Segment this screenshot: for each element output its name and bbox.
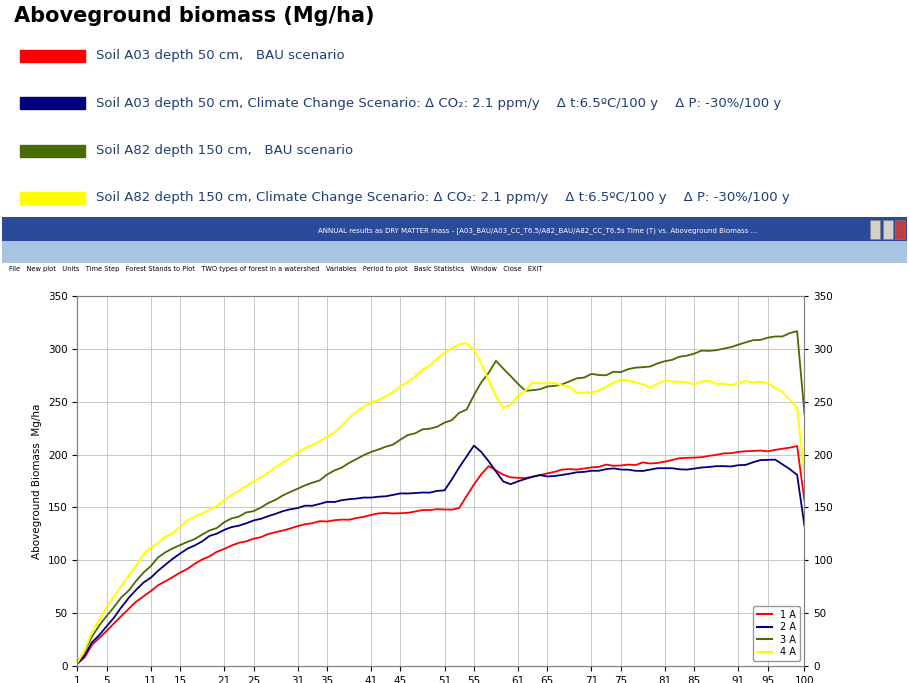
Text: File   New plot   Units   Time Step   Forest Stands to Plot   TWO types of fores: File New plot Units Time Step Forest Sta… (9, 266, 543, 272)
Text: Soil A82 depth 150 cm, Climate Change Scenario: Δ CO₂: 2.1 ppm/y    Δ t:6.5ºC/10: Soil A82 depth 150 cm, Climate Change Sc… (96, 191, 790, 204)
Text: Soil A82 depth 150 cm,   BAU scenario: Soil A82 depth 150 cm, BAU scenario (96, 144, 354, 157)
Legend: 1 A, 2 A, 3 A, 4 A: 1 A, 2 A, 3 A, 4 A (754, 606, 800, 661)
Text: Soil A03 depth 50 cm,   BAU scenario: Soil A03 depth 50 cm, BAU scenario (96, 49, 345, 62)
FancyBboxPatch shape (20, 192, 85, 204)
FancyBboxPatch shape (20, 145, 85, 156)
FancyBboxPatch shape (870, 220, 880, 238)
Text: ANNUAL results as DRY MATTER mass - [A03_BAU/A03_CC_T6.5/A82_BAU/A82_CC_T6.5s Ti: ANNUAL results as DRY MATTER mass - [A03… (318, 227, 757, 234)
FancyBboxPatch shape (883, 220, 893, 238)
FancyBboxPatch shape (20, 98, 85, 109)
Y-axis label: Aboveground Biomass  Mg/ha: Aboveground Biomass Mg/ha (32, 404, 42, 559)
Text: Aboveground biomass (Mg/ha): Aboveground biomass (Mg/ha) (14, 6, 375, 27)
FancyBboxPatch shape (2, 241, 907, 264)
FancyBboxPatch shape (2, 217, 907, 241)
FancyBboxPatch shape (20, 50, 85, 62)
Text: Soil A03 depth 50 cm, Climate Change Scenario: Δ CO₂: 2.1 ppm/y    Δ t:6.5ºC/100: Soil A03 depth 50 cm, Climate Change Sce… (96, 97, 782, 110)
FancyBboxPatch shape (895, 220, 905, 238)
